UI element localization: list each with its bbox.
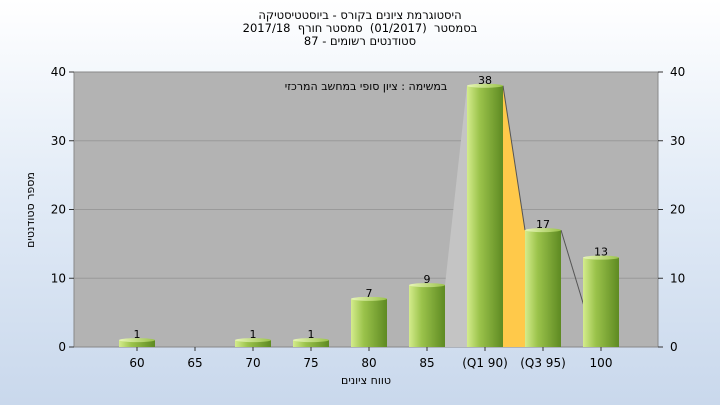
- y-tick-label-right: 20: [670, 203, 685, 217]
- data-label: 7: [366, 287, 373, 300]
- y-tick-label-right: 10: [670, 271, 685, 285]
- y-axis-title: מספר סטודנטים: [24, 172, 37, 248]
- bar-cap: [583, 255, 619, 260]
- bar: [119, 340, 155, 347]
- y-tick-label-left: 20: [51, 203, 66, 217]
- y-tick-label-right: 30: [670, 134, 685, 148]
- bar-cap: [119, 338, 155, 343]
- chart-title-line-1: היסטוגרמת ציונים בקורס - ביוסטטיסטיקה: [258, 8, 462, 22]
- bar: [293, 340, 329, 347]
- data-label: 9: [424, 273, 431, 286]
- y-tick-label-left: 40: [51, 65, 66, 79]
- bar: [525, 230, 561, 347]
- bar: [351, 298, 387, 347]
- x-tick-label: (Q3 95): [520, 356, 566, 370]
- x-tick-label: 85: [419, 356, 434, 370]
- data-label: 38: [478, 74, 492, 87]
- y-tick-label-left: 30: [51, 134, 66, 148]
- y-tick-label-right: 0: [670, 340, 678, 354]
- data-label: 13: [594, 246, 608, 259]
- x-axis-title: טווח ציונים: [341, 374, 391, 387]
- q-connector-line: [560, 229, 586, 310]
- y-tick-label-right: 40: [670, 65, 685, 79]
- x-tick-label: 60: [129, 356, 144, 370]
- data-label: 1: [250, 328, 257, 341]
- bar: [467, 85, 503, 347]
- bar-cap: [293, 338, 329, 343]
- distribution-shade: [445, 85, 467, 347]
- bar: [235, 340, 271, 347]
- y-tick-label-left: 10: [51, 271, 66, 285]
- bar-cap: [235, 338, 271, 343]
- bar: [409, 285, 445, 347]
- data-label: 17: [536, 218, 550, 231]
- data-label: 1: [308, 328, 315, 341]
- bar-cap: [351, 296, 387, 301]
- chart-title: היסטוגרמת ציונים בקורס - ביוסטטיסטיקה בס…: [0, 9, 720, 48]
- chart-title-line-2: בסמסטר (01/2017) סמסטר חורף 2017/18: [242, 21, 478, 35]
- bar-cap: [409, 283, 445, 288]
- y-tick-label-left: 0: [58, 340, 66, 354]
- x-tick-label: 75: [303, 356, 318, 370]
- bar-cap: [467, 83, 503, 88]
- chart-annotation: במשימה : ציון סופי במחשב המרכזי: [285, 80, 448, 93]
- bar-cap: [525, 228, 561, 233]
- x-tick-label: 100: [590, 356, 613, 370]
- x-tick-label: 70: [245, 356, 260, 370]
- q-connector-line: [502, 85, 526, 231]
- bar: [583, 257, 619, 347]
- data-label: 1: [134, 328, 141, 341]
- x-tick-label: 80: [361, 356, 376, 370]
- chart-title-line-3: סטודנטים רשומים - 87: [303, 34, 417, 48]
- iqr-band: [503, 85, 525, 347]
- x-tick-label: (Q1 90): [462, 356, 508, 370]
- x-tick-label: 65: [187, 356, 202, 370]
